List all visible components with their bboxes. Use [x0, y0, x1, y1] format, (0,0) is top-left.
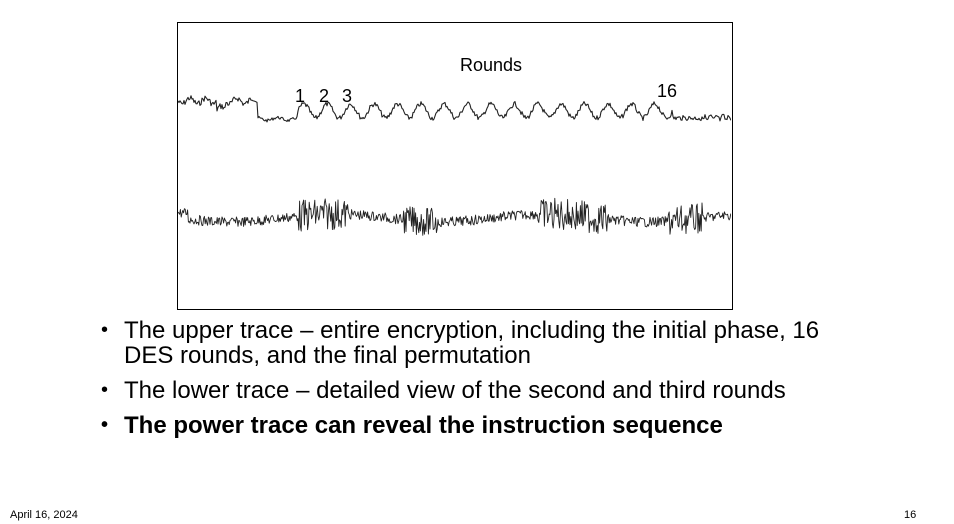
bullet-list: • The upper trace – entire encryption, i…	[98, 318, 858, 448]
rounds-title: Rounds	[460, 55, 523, 75]
round-label-1: 1	[295, 86, 306, 106]
bullet-dot: •	[101, 379, 109, 401]
upper-trace-line	[178, 95, 731, 123]
power-trace-figure: Rounds 1 2 3 16	[177, 22, 733, 310]
round-label-2: 2	[319, 86, 330, 106]
lower-trace-line	[178, 197, 731, 236]
bullet-item-conclusion: • The power trace can reveal the instruc…	[98, 413, 858, 438]
power-trace-plot	[178, 95, 731, 236]
page-number: 16	[904, 509, 917, 521]
bullet-dot: •	[101, 319, 109, 341]
footer-date: April 16, 2024	[10, 509, 78, 521]
bullet-text: The upper trace – entire encryption, inc…	[124, 317, 820, 369]
bullet-item-lower-trace: • The lower trace – detailed view of the…	[98, 378, 858, 403]
bullet-item-upper-trace: • The upper trace – entire encryption, i…	[98, 318, 858, 368]
bullet-text: The lower trace – detailed view of the s…	[124, 377, 786, 404]
bullet-dot: •	[101, 414, 109, 436]
bullet-text: The power trace can reveal the instructi…	[124, 412, 723, 439]
round-label-3: 3	[342, 86, 353, 106]
round-label-16: 16	[657, 81, 678, 101]
